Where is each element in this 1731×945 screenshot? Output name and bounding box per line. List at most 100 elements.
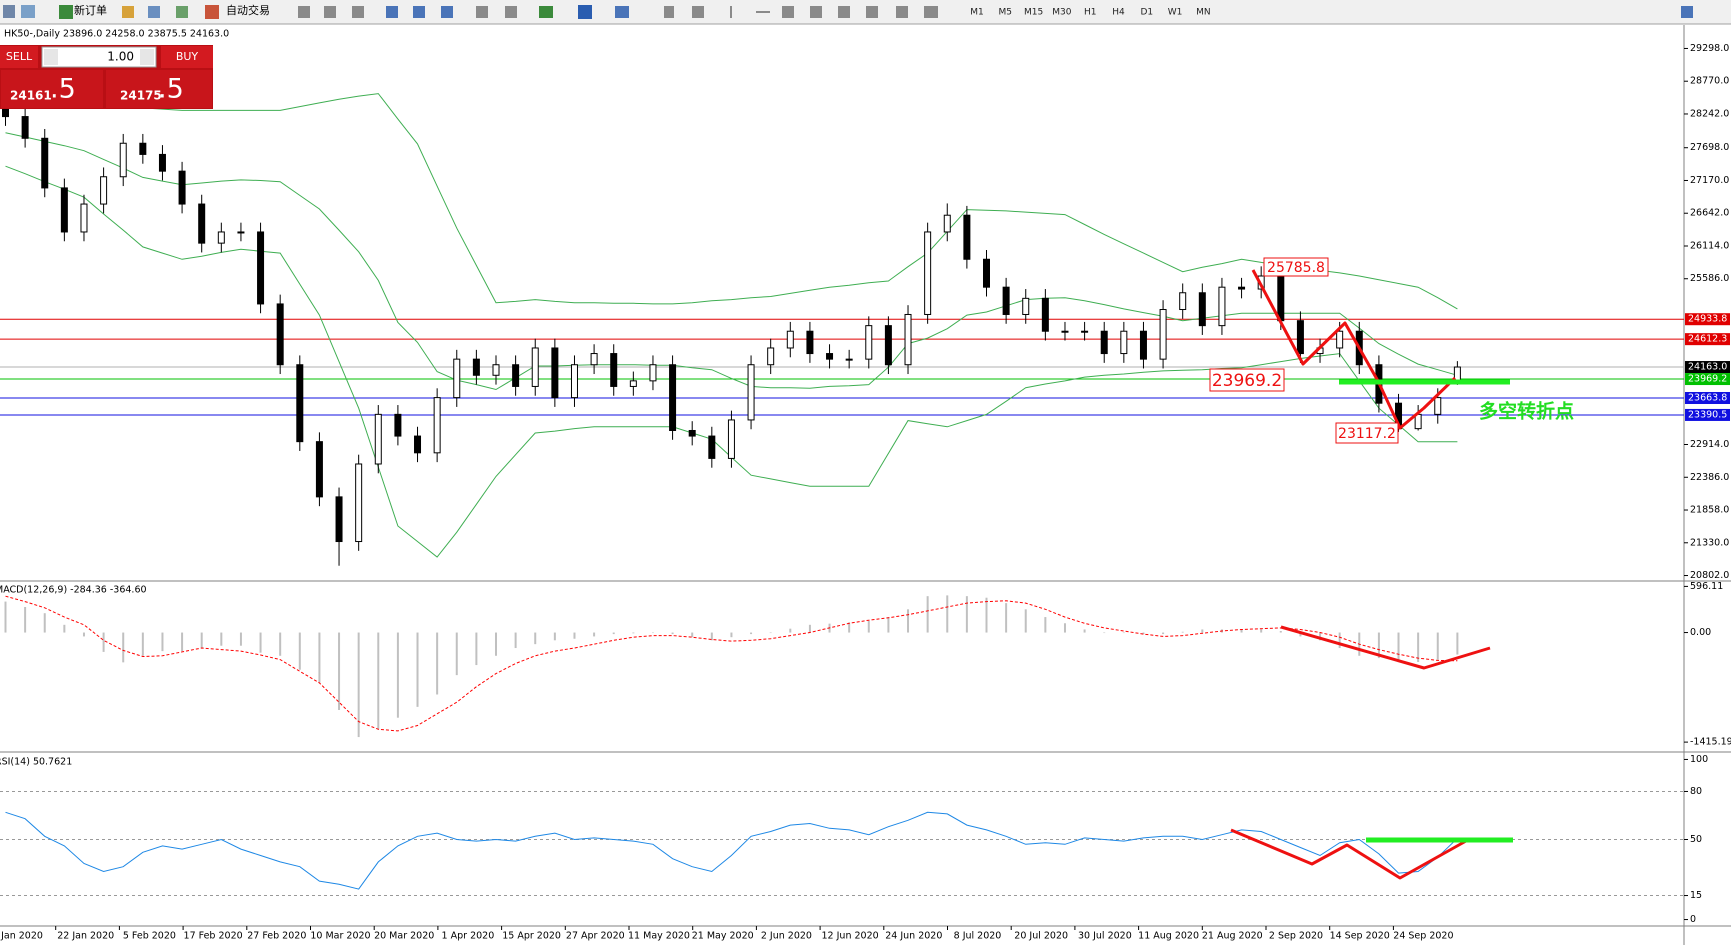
new-order[interactable]: 新订单 (74, 3, 107, 17)
auto-trading[interactable]: 自动交易 (226, 3, 270, 17)
timeframe-button[interactable]: M30 (1052, 8, 1071, 18)
macd-bar (43, 613, 46, 633)
macd-bar (1024, 609, 1027, 633)
macd-bar (1103, 632, 1106, 634)
candle-body (963, 214, 971, 260)
y-tick-label: 29298.0 (1690, 43, 1729, 54)
sell-price[interactable] (1, 70, 103, 108)
timeframe-button[interactable]: D1 (1140, 8, 1153, 18)
price-level-box (1685, 391, 1730, 404)
macd-bar (651, 632, 654, 634)
macd-bar (1397, 632, 1400, 662)
candle-body (453, 358, 461, 399)
macd-bar (1436, 632, 1439, 660)
sell-button[interactable] (0, 46, 38, 68)
macd-title: MACD(12,26,9) -284.36 -364.60 (0, 585, 147, 596)
annotation-low: 23117.2 (1338, 426, 1396, 442)
lot-input[interactable] (41, 46, 157, 68)
candle-body (1296, 320, 1304, 355)
macd-bar (691, 632, 694, 638)
candle-body (570, 364, 578, 399)
macd-bar (1044, 617, 1047, 633)
candle-body (1238, 286, 1246, 290)
macd-bar (24, 607, 27, 633)
x-tick-label: 27 Feb 2020 (247, 931, 306, 942)
candle-body (80, 203, 88, 233)
timeframe-button[interactable]: M15 (1024, 8, 1043, 18)
annotation-note: 多空转折点 (1479, 400, 1574, 423)
timeframe-button[interactable]: H4 (1112, 8, 1125, 18)
lot-value[interactable]: 1.00 (107, 50, 134, 64)
macd-bar (495, 632, 497, 656)
candle-body (217, 231, 225, 244)
x-tick-label: 5 Feb 2020 (123, 931, 176, 942)
timeframe-button[interactable]: H1 (1084, 8, 1097, 18)
macd-bar (318, 632, 321, 683)
macd-bar (1005, 603, 1008, 633)
plot-area: 29298.0 28770.0 28242.0 27698.0 27170.0 26642… (0, 43, 1731, 942)
macd-bar (534, 632, 537, 645)
y-tick-label: 50 (1690, 834, 1702, 845)
macd-bar (416, 632, 419, 707)
price-level-label: 24163.0 (1688, 362, 1727, 373)
candle-body (41, 137, 49, 189)
timeframe-button[interactable]: M1 (970, 8, 984, 18)
bid-main[interactable]: 24161 (10, 89, 52, 103)
macd-bar (907, 609, 910, 633)
candle-body (296, 364, 304, 443)
macd-bar (357, 632, 360, 738)
bid-pips[interactable]: .5 (50, 74, 76, 105)
macd-bar (1260, 629, 1263, 633)
candle-body (767, 347, 775, 366)
buy-price[interactable] (106, 70, 212, 108)
macd-bar (200, 632, 203, 649)
ask-pips[interactable]: .5 (158, 74, 184, 105)
x-tick-label: 20 Jul 2020 (1014, 931, 1068, 942)
buy-label[interactable]: BUY (176, 50, 199, 63)
macd-bar (298, 632, 301, 670)
x-tick-label: 2 Jun 2020 (761, 931, 812, 942)
timeframe-button[interactable]: MN (1196, 8, 1211, 18)
macd-bar (946, 595, 949, 633)
ask-main[interactable]: 24175 (120, 89, 162, 103)
macd-bar (887, 617, 890, 633)
candle-body (649, 364, 657, 382)
candle-body (100, 176, 108, 205)
y-tick-label: 25586.0 (1690, 273, 1729, 284)
candle-body (198, 203, 206, 244)
x-tick-label: 15 Apr 2020 (502, 931, 561, 942)
y-tick-label: 21330.0 (1690, 537, 1729, 548)
candle-body (472, 358, 480, 376)
price-level-box (1685, 373, 1730, 386)
buy-button[interactable] (161, 46, 213, 68)
candle-body (315, 441, 323, 498)
macd-bar (161, 632, 164, 652)
trade-panel (0, 45, 213, 109)
macd-bar (867, 620, 870, 633)
candle-body (924, 231, 932, 315)
candle-body (257, 231, 265, 305)
candle-body (806, 330, 814, 355)
x-tick-label: 24 Sep 2020 (1393, 931, 1453, 942)
x-tick-label: 11 Aug 2020 (1138, 931, 1199, 942)
candle-body (943, 214, 951, 233)
candle-body (139, 142, 147, 155)
candle-body (610, 353, 618, 387)
x-tick-label: 21 May 2020 (692, 931, 754, 942)
candle-body (1041, 297, 1049, 332)
candle-body (688, 429, 696, 437)
candle-body (669, 364, 677, 431)
annotation-box (1263, 257, 1329, 277)
candle-body (708, 435, 716, 459)
timeframe-button[interactable]: W1 (1168, 8, 1183, 18)
candle-body (1198, 292, 1206, 327)
sell-label[interactable]: SELL (6, 50, 33, 63)
timeframe-button[interactable]: M5 (999, 8, 1013, 18)
candle-body (1336, 330, 1344, 349)
candle-body (492, 364, 500, 376)
macd-bar (1417, 632, 1420, 662)
macd-bar (102, 632, 105, 652)
annotation-box (1335, 422, 1399, 444)
macd-bar (239, 632, 242, 646)
